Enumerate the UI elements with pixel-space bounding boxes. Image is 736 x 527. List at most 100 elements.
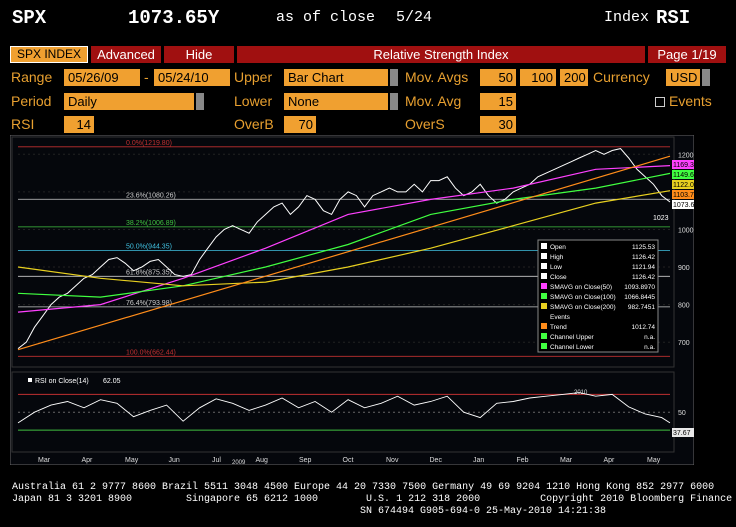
legend-swatch bbox=[541, 273, 547, 279]
range-to-input[interactable]: 05/24/10 bbox=[154, 69, 230, 86]
price-tag bbox=[672, 160, 694, 169]
price-tag-text: 1103.77 bbox=[673, 192, 694, 199]
legend-value: n.a. bbox=[644, 334, 655, 341]
as-of-date: 5/24 bbox=[396, 9, 433, 26]
legend-value: 982.7451 bbox=[628, 304, 655, 311]
legend-swatch bbox=[541, 263, 547, 269]
legend-swatch bbox=[541, 323, 547, 329]
lower-dropdown-icon[interactable] bbox=[390, 93, 398, 110]
legend-swatch bbox=[541, 253, 547, 259]
rsi-last-tag-text: 37.67 bbox=[673, 430, 691, 437]
legend-value: 1126.42 bbox=[632, 274, 655, 281]
price-chart[interactable]: 1200110010009008007000.0%(1219.80)23.6%(… bbox=[10, 135, 694, 465]
annotation-low: 1023 bbox=[653, 215, 669, 222]
tab-spx-index[interactable]: SPX INDEX bbox=[10, 46, 88, 63]
x-tick-label: Jun bbox=[169, 457, 180, 464]
movavg-label: Mov. Avg bbox=[405, 93, 462, 109]
fib-label: 50.0%(944.35) bbox=[126, 243, 172, 250]
function-name: RSI bbox=[656, 7, 691, 29]
events-checkbox[interactable] bbox=[655, 97, 665, 107]
x-tick-label: May bbox=[125, 457, 139, 464]
overb-input[interactable]: 70 bbox=[284, 116, 316, 133]
x-tick-label: Jul bbox=[212, 457, 221, 464]
legend-entry: SMAVG on Close(200) bbox=[550, 304, 616, 311]
rsi-legend-label: RSI on Close(14) bbox=[35, 378, 89, 385]
legend-swatch bbox=[541, 333, 547, 339]
price-tag bbox=[672, 190, 694, 199]
currency-select[interactable]: USD bbox=[666, 69, 700, 86]
x-tick-label: Aug bbox=[256, 457, 269, 464]
screen-title: Relative Strength Index bbox=[237, 46, 645, 63]
x-tick-label: Mar bbox=[38, 457, 51, 464]
year-label: 2009 bbox=[232, 460, 246, 465]
x-tick-label: Jan bbox=[473, 457, 484, 464]
legend-value: 1066.8445 bbox=[624, 294, 655, 301]
movavgs-label: Mov. Avgs bbox=[405, 69, 469, 85]
legend-box bbox=[537, 239, 659, 353]
x-tick-label: Dec bbox=[430, 457, 443, 464]
legend-swatch bbox=[541, 343, 547, 349]
tab-hide[interactable]: Hide bbox=[164, 46, 234, 63]
range-label: Range bbox=[11, 69, 53, 85]
legend-entry: SMAVG on Close(100) bbox=[550, 294, 616, 301]
legend-value: 1121.94 bbox=[632, 264, 655, 271]
period-dropdown-icon[interactable] bbox=[196, 93, 204, 110]
series-close bbox=[17, 148, 671, 349]
rsi-input[interactable]: 14 bbox=[64, 116, 94, 133]
period-select[interactable]: Daily bbox=[64, 93, 194, 110]
upper-dropdown-icon[interactable] bbox=[390, 69, 398, 86]
series-smavg-on-close-50- bbox=[17, 165, 671, 313]
range-from-input[interactable]: 05/26/09 bbox=[64, 69, 140, 86]
rsi-panel-frame bbox=[11, 371, 675, 453]
as-of-label: as of close bbox=[276, 9, 376, 26]
price-tag bbox=[672, 200, 694, 209]
x-tick-label: May bbox=[647, 457, 661, 464]
range-separator: - bbox=[144, 69, 149, 85]
footer-serial: SN 674494 G905-694-0 25-May-2010 14:21:3… bbox=[360, 506, 607, 517]
legend-swatch bbox=[541, 243, 547, 249]
legend-entry: Events bbox=[550, 314, 571, 321]
legend-value: 1012.74 bbox=[632, 324, 656, 331]
currency-dropdown-icon[interactable] bbox=[702, 69, 710, 86]
lower-select[interactable]: None bbox=[284, 93, 388, 110]
price-tag-text: 1122.01 bbox=[673, 182, 694, 189]
legend-entry: Channel Upper bbox=[550, 334, 595, 341]
footer-contacts-line2: Japan 81 3 3201 8900 Singapore 65 6212 1… bbox=[12, 494, 736, 505]
currency-label: Currency bbox=[593, 69, 650, 85]
tab-advanced[interactable]: Advanced bbox=[91, 46, 161, 63]
y-tick-label: 1000 bbox=[678, 227, 694, 234]
index-label: Index bbox=[604, 9, 650, 26]
movavg-2-input[interactable]: 100 bbox=[520, 69, 556, 86]
y-tick-label: 700 bbox=[678, 340, 690, 347]
fib-label: 0.0%(1219.80) bbox=[126, 140, 172, 147]
movavg-input[interactable]: 15 bbox=[480, 93, 516, 110]
legend-entry: Open bbox=[550, 244, 566, 251]
legend-entry: Low bbox=[550, 264, 562, 271]
x-tick-label: Apr bbox=[82, 457, 94, 464]
movavg-1-input[interactable]: 50 bbox=[480, 69, 516, 86]
overb-label: OverB bbox=[234, 116, 274, 132]
legend-entry: High bbox=[550, 254, 564, 261]
x-tick-label: Oct bbox=[343, 457, 354, 464]
lower-label: Lower bbox=[234, 93, 273, 109]
rsi-label: RSI bbox=[11, 116, 35, 132]
ticker: SPX bbox=[12, 7, 47, 29]
price-panel-frame bbox=[11, 136, 675, 368]
overs-input[interactable]: 30 bbox=[480, 116, 516, 133]
fib-label: 61.8%(875.35) bbox=[126, 269, 172, 276]
page-indicator[interactable]: Page 1/19 bbox=[648, 46, 726, 63]
price-tag bbox=[672, 180, 694, 189]
legend-entry: Close bbox=[550, 274, 567, 281]
legend-swatch bbox=[541, 293, 547, 299]
legend-value: 1125.53 bbox=[632, 244, 655, 251]
price-tag-text: 1073.65 bbox=[673, 202, 694, 209]
legend-swatch bbox=[541, 283, 547, 289]
period-label: Period bbox=[11, 93, 52, 109]
upper-select[interactable]: Bar Chart bbox=[284, 69, 388, 86]
y-tick-label: 900 bbox=[678, 265, 690, 272]
x-tick-label: Sep bbox=[299, 457, 312, 464]
legend-value: 1126.42 bbox=[632, 254, 655, 261]
movavg-3-input[interactable]: 200 bbox=[560, 69, 588, 86]
legend-entry: Trend bbox=[550, 324, 567, 331]
x-tick-label: Feb bbox=[517, 457, 529, 464]
